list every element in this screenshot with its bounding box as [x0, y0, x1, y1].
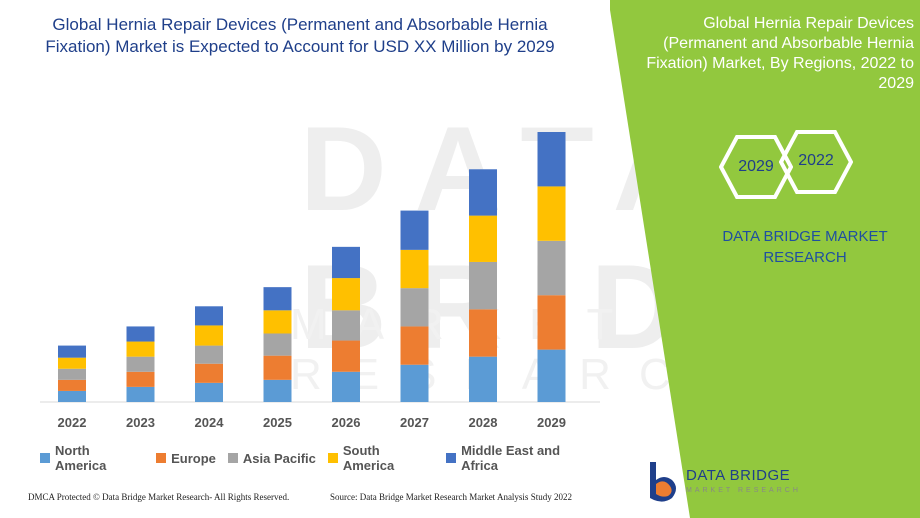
legend-item: Europe [156, 443, 216, 473]
x-tick-label: 2026 [332, 415, 361, 430]
legend-label: South America [342, 443, 395, 473]
bar-2024-middle-east-and-africa [195, 306, 223, 326]
bar-2026-north-america [332, 371, 360, 402]
bar-2027-south-america [400, 249, 429, 289]
bar-group [58, 132, 566, 402]
bar-2025-middle-east-and-africa [263, 287, 292, 311]
source-note: Source: Data Bridge Market Research Mark… [330, 492, 572, 502]
bar-2022-south-america [58, 357, 86, 369]
chart-title: Global Hernia Repair Devices (Permanent … [45, 15, 555, 56]
bar-2028-asia-pacific [469, 261, 497, 310]
brand-line-2: RESEARCH [763, 249, 847, 266]
bar-2024-north-america [195, 382, 223, 402]
legend-item: Asia Pacific [227, 443, 316, 473]
legend-label: North America [55, 443, 107, 473]
bar-2027-middle-east-and-africa [400, 210, 429, 250]
bar-2025-asia-pacific [263, 333, 292, 356]
bar-2024-south-america [195, 325, 223, 346]
bar-2026-middle-east-and-africa [332, 246, 360, 279]
bar-2023-europe [126, 371, 155, 387]
bar-2022-asia-pacific [58, 368, 86, 380]
bar-2023-north-america [126, 386, 155, 402]
legend-swatch [40, 453, 50, 463]
legend-item: Middle East and Africa [446, 443, 600, 473]
x-tick-label: 2025 [263, 415, 292, 430]
bar-2026-south-america [332, 278, 360, 311]
bar-2025-europe [263, 355, 292, 380]
bar-2029-north-america [537, 349, 566, 402]
bar-2025-south-america [263, 310, 292, 334]
legend-swatch [227, 453, 238, 463]
bar-2026-asia-pacific [332, 310, 360, 341]
legend-label: Europe [171, 450, 216, 466]
legend-swatch [156, 453, 167, 463]
chart-legend: North America Europe Asia Pacific South Ame… [40, 443, 600, 473]
bar-2023-asia-pacific [126, 356, 155, 372]
logo-name: DATA BRIDGE [686, 467, 791, 484]
bar-2028-south-america [469, 215, 497, 262]
bar-2022-north-america [58, 390, 86, 402]
logo-subtitle: MARKET RESEARCH [686, 487, 801, 494]
hexagon-bottom-label: 2029 [738, 158, 774, 175]
right-panel-background [610, 0, 920, 518]
data-bridge-logo-icon [650, 462, 676, 502]
x-tick-label: 2028 [469, 415, 498, 430]
legend-item: South America [327, 443, 434, 473]
x-tick-label: 2024 [195, 415, 225, 430]
bar-2027-asia-pacific [400, 288, 429, 327]
legend-label: Middle East and Africa [461, 443, 561, 473]
legend-label: Asia Pacific [242, 450, 316, 466]
bar-2027-europe [400, 326, 429, 365]
hexagon-top-icon [779, 130, 853, 194]
x-tick-label: 2022 [58, 415, 87, 430]
x-tick-label: 2029 [537, 415, 566, 430]
bar-2027-north-america [400, 364, 429, 402]
bar-2029-europe [537, 295, 566, 350]
right-panel-title: Global Hernia Repair Devices (Permanent … [646, 15, 914, 92]
stacked-bar-chart: 2022 2023 2024 2025 2026 2027 2028 2029 [40, 132, 600, 430]
bar-2022-middle-east-and-africa [58, 345, 86, 358]
hexagon-bottom-icon [719, 135, 793, 199]
green-panel-shape [610, 0, 920, 518]
bar-2029-south-america [537, 186, 566, 241]
legend-item: North America [40, 443, 144, 473]
x-tick-label: 2023 [126, 415, 155, 430]
x-tick-labels: 2022 2023 2024 2025 2026 2027 2028 2029 [58, 415, 566, 430]
hexagon-top-label: 2022 [798, 152, 834, 169]
bar-2023-middle-east-and-africa [126, 326, 155, 342]
legend-swatch [327, 453, 338, 463]
bar-2024-asia-pacific [195, 345, 223, 364]
bar-2023-south-america [126, 341, 155, 357]
bar-2028-north-america [469, 356, 497, 402]
x-tick-label: 2027 [400, 415, 429, 430]
legend-swatch [446, 453, 457, 463]
bar-2026-europe [332, 340, 360, 372]
bar-2022-europe [58, 379, 86, 391]
brand-line-1: DATA BRIDGE MARKET [722, 228, 888, 245]
copyright-notice: DMCA Protected © Data Bridge Market Rese… [28, 492, 290, 502]
bar-2024-europe [195, 363, 223, 383]
bar-2029-middle-east-and-africa [537, 132, 566, 187]
bar-2028-europe [469, 309, 497, 357]
brand-caption: DATA BRIDGE MARKET RESEARCH [700, 226, 910, 268]
bar-2028-middle-east-and-africa [469, 169, 497, 216]
bar-2025-north-america [263, 379, 292, 402]
bar-2029-asia-pacific [537, 240, 566, 296]
